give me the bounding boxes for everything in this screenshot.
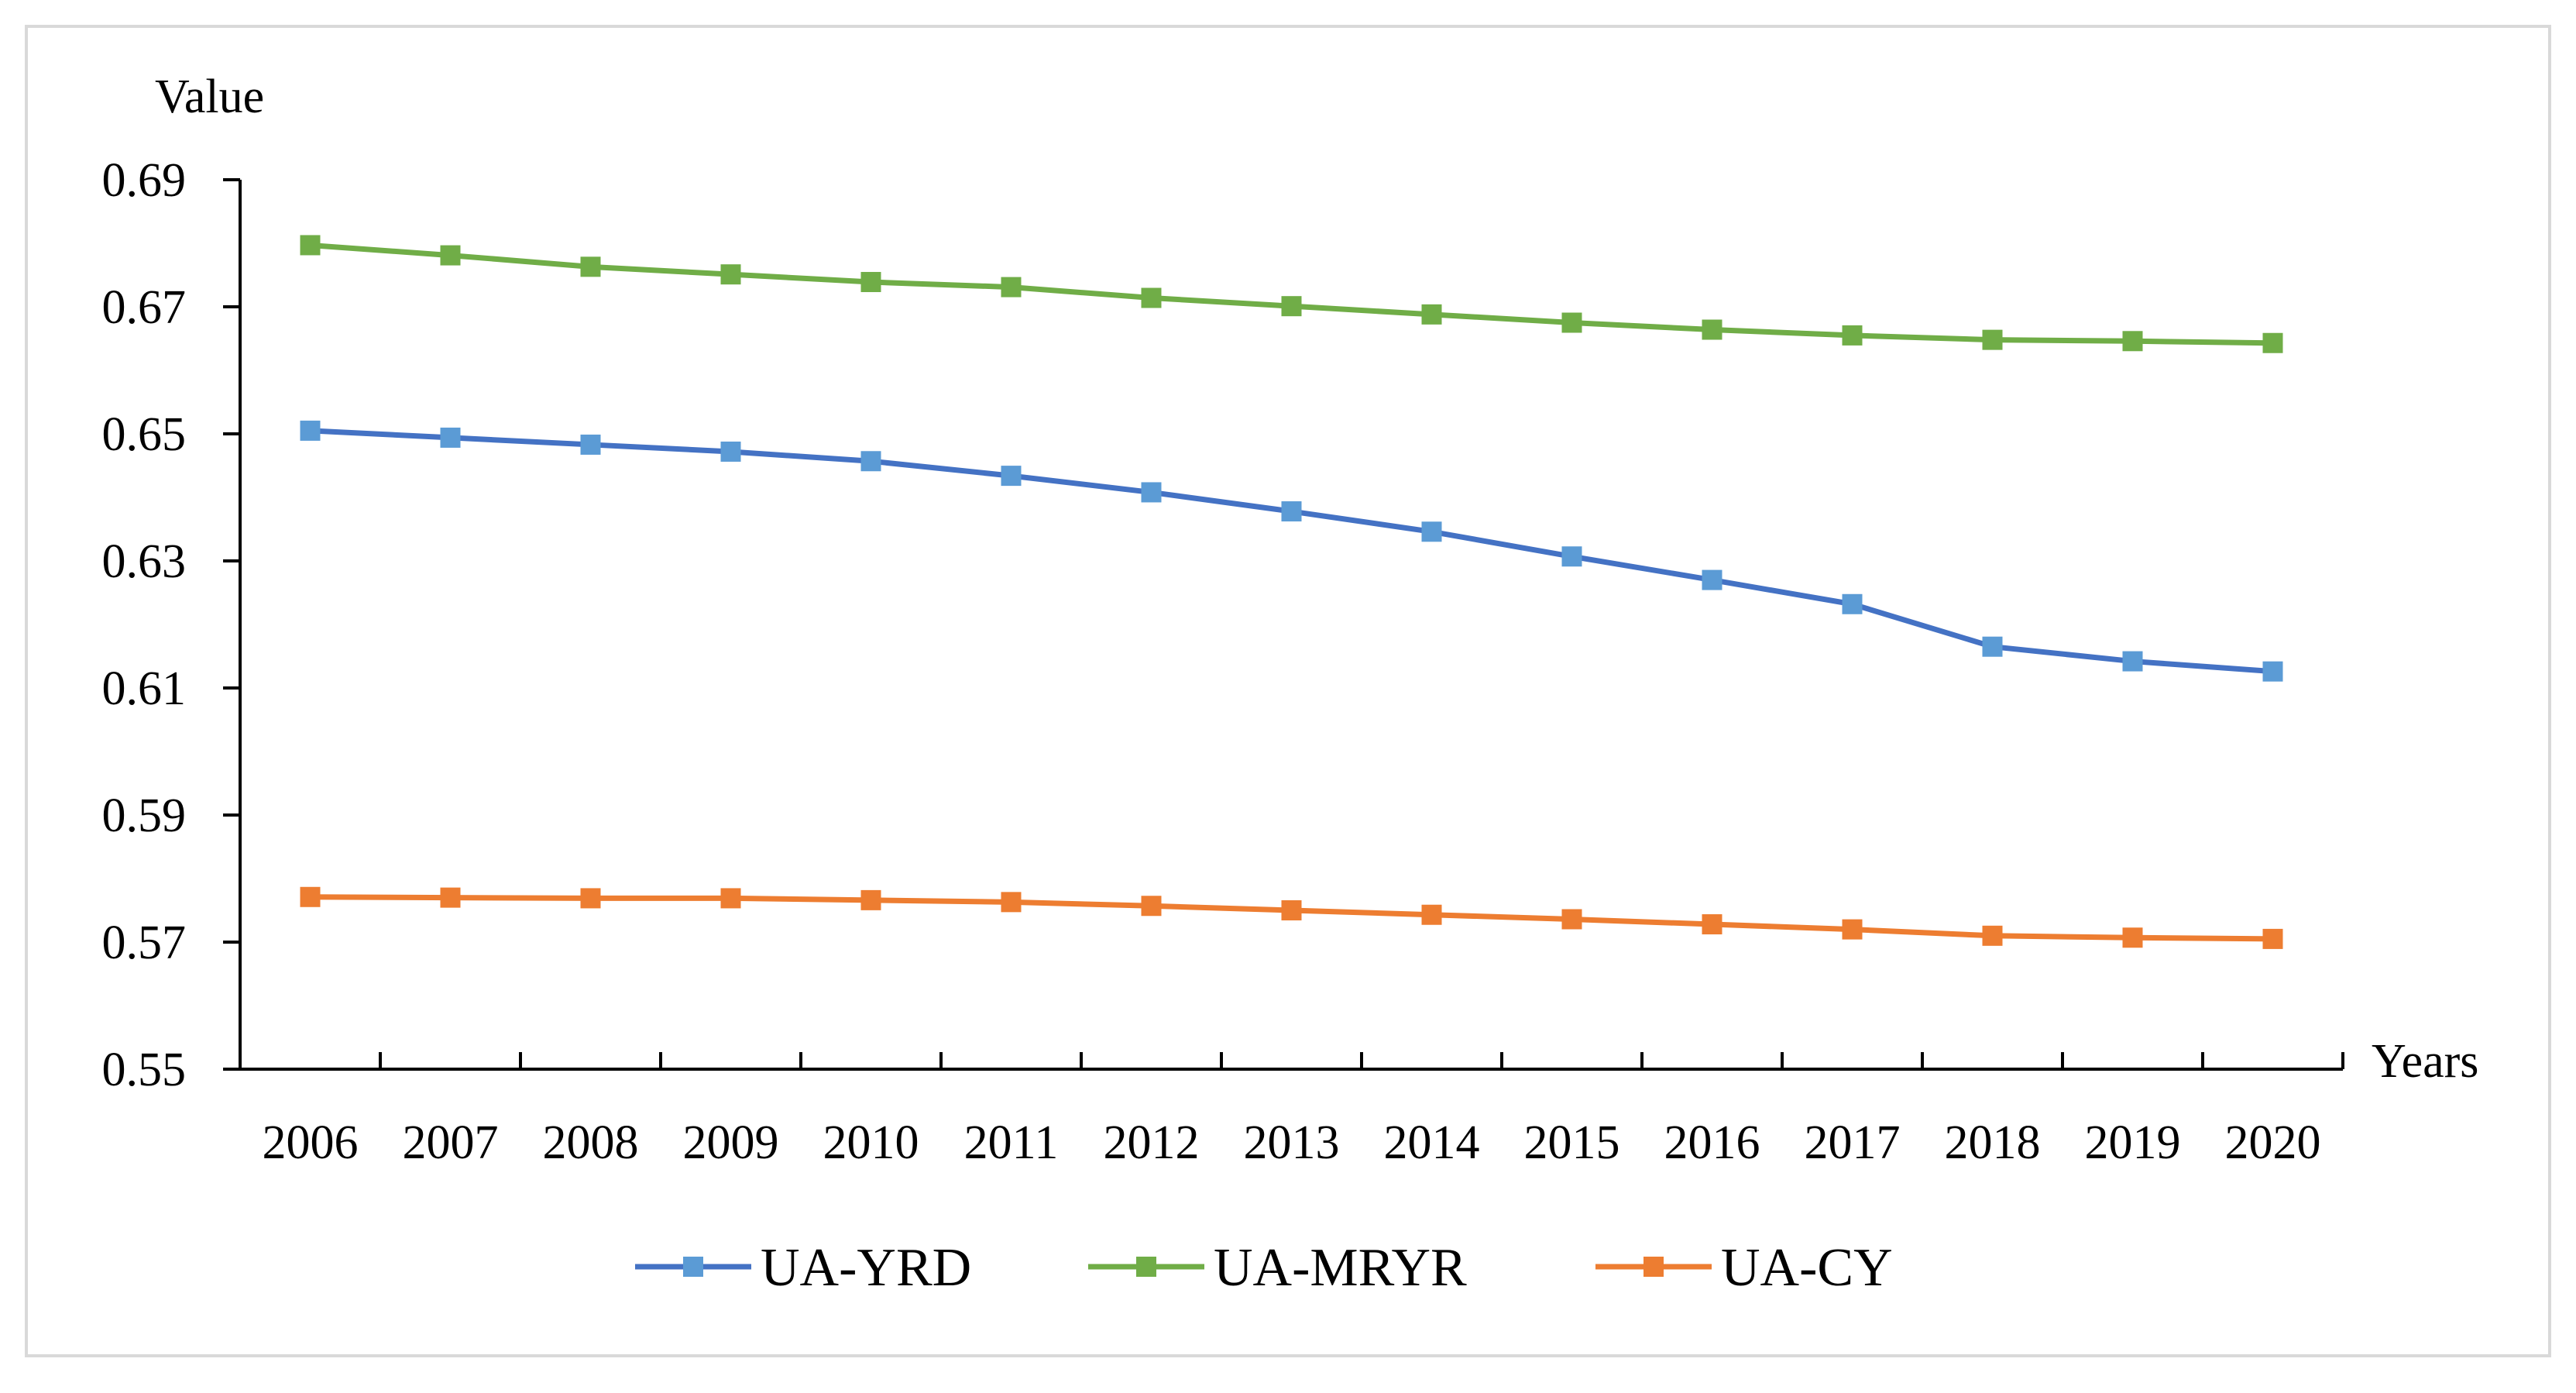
x-tick-label: 2016 <box>1664 1116 1760 1169</box>
data-point <box>1141 896 1162 917</box>
y-tick-label: 0.61 <box>102 662 187 715</box>
data-point <box>440 245 461 266</box>
x-tick-label: 2008 <box>543 1116 639 1169</box>
data-point <box>2122 331 2143 352</box>
legend-item-ua-mryr[interactable]: UA-MRYR <box>1088 1238 1467 1298</box>
legend-marker <box>683 1257 703 1277</box>
x-tick-label: 2007 <box>403 1116 499 1169</box>
data-point <box>580 888 601 909</box>
legend-label: UA-CY <box>1721 1238 1893 1298</box>
data-point <box>300 235 321 256</box>
x-tick-label: 2019 <box>2085 1116 2181 1169</box>
x-ticks: 2006 2007 2008 2009 2010 2011 2012 2013 2014 2015… <box>263 1052 2344 1169</box>
data-point <box>1561 312 1582 333</box>
x-tick-label: 2010 <box>823 1116 919 1169</box>
legend[interactable]: UA-YRD UA-MRYR UA-CY <box>635 1238 1893 1298</box>
data-point <box>1982 925 2003 946</box>
legend-marker <box>1643 1257 1664 1277</box>
data-point <box>2122 927 2143 948</box>
data-point <box>1001 277 1022 298</box>
legend-label: UA-MRYR <box>1214 1238 1467 1298</box>
data-point <box>1421 521 1442 542</box>
y-ticks: 0.55 0.57 0.59 0.61 0.63 0.65 0.67 0.69 <box>102 154 240 1096</box>
data-point <box>580 434 601 455</box>
x-tick-label: 2013 <box>1244 1116 1340 1169</box>
data-point <box>860 889 881 910</box>
data-point <box>720 264 741 285</box>
axes <box>239 180 2343 1071</box>
y-tick-label: 0.65 <box>102 408 187 461</box>
x-tick-label: 2018 <box>1945 1116 2041 1169</box>
data-point <box>1561 546 1582 567</box>
x-tick-label: 2006 <box>263 1116 359 1169</box>
y-tick-label: 0.63 <box>102 535 187 588</box>
data-point <box>1702 569 1722 590</box>
y-tick-label: 0.59 <box>102 789 187 842</box>
data-point <box>1421 304 1442 325</box>
data-point <box>1842 593 1863 614</box>
data-point <box>1842 919 1863 940</box>
x-tick-label: 2017 <box>1805 1116 1901 1169</box>
data-point <box>860 451 881 472</box>
data-point <box>1561 909 1582 930</box>
data-point <box>1982 329 2003 350</box>
y-tick-label: 0.55 <box>102 1044 187 1096</box>
series-ua-yrd <box>300 420 2283 682</box>
series <box>300 235 2283 949</box>
y-tick-label: 0.57 <box>102 917 187 969</box>
data-point <box>860 272 881 293</box>
data-point <box>720 888 741 909</box>
y-tick-label: 0.67 <box>102 281 187 334</box>
x-tick-label: 2009 <box>683 1116 779 1169</box>
series-line <box>307 242 2275 346</box>
x-tick-label: 2012 <box>1104 1116 1200 1169</box>
series-line <box>307 428 2275 675</box>
data-point <box>2122 651 2143 672</box>
data-point <box>1141 482 1162 503</box>
x-tick-label: 2014 <box>1384 1116 1480 1169</box>
data-point <box>1001 892 1022 913</box>
data-point <box>720 441 741 462</box>
data-point <box>1702 914 1722 935</box>
legend-item-ua-yrd[interactable]: UA-YRD <box>635 1238 971 1298</box>
data-point <box>1421 904 1442 925</box>
data-point <box>440 427 461 448</box>
data-point <box>580 256 601 277</box>
data-point <box>1141 287 1162 308</box>
data-point <box>1281 501 1302 522</box>
data-point <box>300 886 321 907</box>
data-point <box>1842 325 1863 346</box>
data-point <box>300 420 321 441</box>
data-point <box>2262 332 2283 353</box>
data-point <box>1281 296 1302 317</box>
data-point <box>1982 636 2003 657</box>
x-tick-label: 2015 <box>1524 1116 1620 1169</box>
data-point <box>440 887 461 908</box>
series-ua-mryr <box>300 235 2283 353</box>
data-point <box>1281 900 1302 920</box>
y-axis-title: Value <box>155 71 264 123</box>
y-tick-label: 0.69 <box>102 154 187 207</box>
legend-marker <box>1136 1257 1156 1277</box>
x-tick-label: 2011 <box>964 1116 1059 1169</box>
x-axis-title: Years <box>2372 1035 2478 1088</box>
series-ua-cy <box>300 886 2283 949</box>
x-tick-label: 2020 <box>2225 1116 2321 1169</box>
data-point <box>2262 928 2283 949</box>
legend-label: UA-YRD <box>761 1238 971 1298</box>
data-point <box>1001 466 1022 487</box>
data-point <box>2262 661 2283 682</box>
data-point <box>1702 319 1722 340</box>
legend-item-ua-cy[interactable]: UA-CY <box>1595 1238 1893 1298</box>
